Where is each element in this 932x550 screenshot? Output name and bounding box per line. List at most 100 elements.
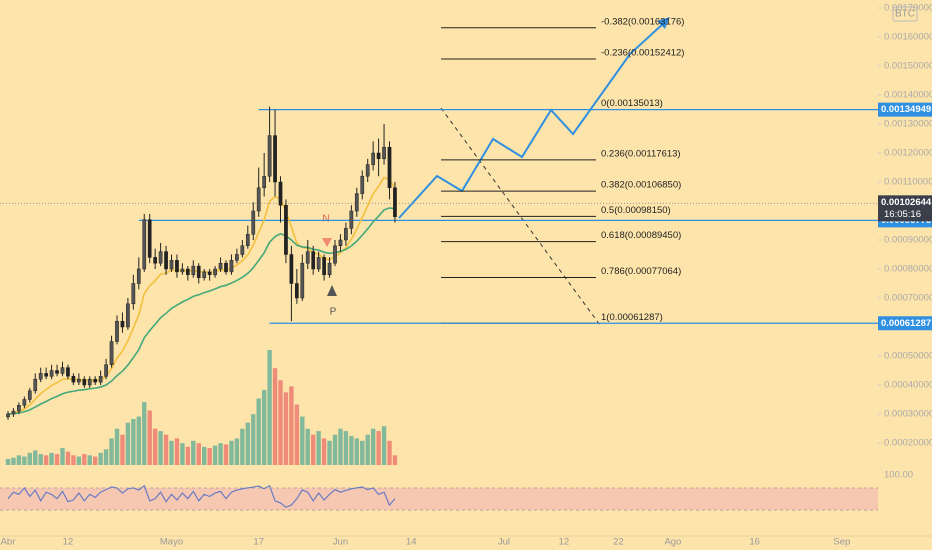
- unit-label: BTC: [895, 9, 915, 20]
- volume-bar: [327, 440, 332, 465]
- candle-body: [87, 378, 92, 386]
- candle-body: [295, 283, 299, 299]
- candle-body: [186, 268, 190, 276]
- volume-bar: [152, 428, 158, 465]
- volume-bar: [114, 428, 120, 465]
- signal-up: [327, 285, 337, 296]
- volume-bar: [103, 449, 109, 465]
- annotation: P: [330, 307, 337, 318]
- volume-bar: [283, 392, 289, 465]
- volume-bar: [185, 446, 191, 465]
- volume-bar: [5, 458, 11, 465]
- candle-body: [98, 376, 103, 383]
- rsi-tick-label: 100.00: [884, 470, 913, 481]
- volume-bar: [294, 404, 300, 465]
- x-tick-label: Ago: [664, 537, 681, 548]
- volume-bar: [174, 438, 180, 465]
- volume-bar: [191, 440, 196, 465]
- candle-body: [371, 152, 375, 165]
- volume-bar: [305, 428, 310, 465]
- candle-body: [207, 271, 212, 276]
- annotation: N: [322, 214, 329, 225]
- candle-body: [311, 251, 316, 270]
- fib-label: -0.236(0.00152412): [601, 48, 684, 59]
- candle-body: [71, 376, 76, 383]
- volume-bar: [196, 443, 201, 465]
- candle-body: [196, 265, 201, 278]
- candle-body: [175, 260, 179, 273]
- volume-bar: [158, 431, 163, 465]
- y-tick-label: 0.00110000: [884, 177, 932, 188]
- y-tick-label: 0.00020000: [884, 438, 932, 449]
- unit-box: [892, 6, 918, 22]
- candle-body: [136, 268, 141, 284]
- candle-body: [262, 175, 266, 189]
- candle-body: [120, 320, 125, 328]
- volume-bar: [131, 419, 136, 465]
- volume-bar: [311, 434, 316, 465]
- candle-body: [278, 181, 283, 206]
- candle-body: [338, 239, 343, 247]
- candle-body: [180, 268, 185, 273]
- candle-body: [240, 245, 245, 255]
- volume-bar: [22, 456, 27, 465]
- candle-body: [289, 254, 294, 284]
- volume-bar: [267, 350, 272, 465]
- candle-body: [6, 413, 10, 418]
- volume-bar: [60, 448, 65, 465]
- y-tick-label: 0.00140000: [884, 90, 932, 101]
- volume-bar: [180, 443, 185, 465]
- candle-body: [27, 390, 32, 400]
- candle-body: [104, 364, 108, 377]
- projection-arrow: [657, 17, 670, 29]
- price-tag-label: 0.00061287: [881, 318, 931, 329]
- y-tick-label: 0.00030000: [884, 409, 932, 420]
- y-tick-label: 0.00050000: [884, 351, 932, 362]
- volume-bar: [223, 444, 229, 465]
- volume-bar: [354, 438, 359, 465]
- candle-body: [235, 254, 239, 261]
- candle-body: [365, 164, 370, 177]
- volume-bar: [365, 434, 370, 465]
- volume-bar: [120, 434, 125, 465]
- candle-body: [93, 378, 98, 383]
- volume-bar: [65, 451, 71, 465]
- candle-body: [33, 378, 38, 392]
- volume-bar: [229, 440, 234, 465]
- fib-label: 0.236(0.00117613): [601, 148, 681, 159]
- candle-body: [300, 262, 305, 299]
- volume-bar: [261, 389, 267, 465]
- candle-body: [349, 210, 354, 229]
- candle-body: [229, 260, 234, 273]
- volume-bar: [16, 455, 22, 465]
- candle-body: [344, 228, 348, 241]
- y-tick-label: 0.00070000: [884, 293, 932, 304]
- volume-bar: [370, 428, 376, 465]
- volume-bar: [125, 422, 131, 465]
- x-tick-label: Abr: [1, 537, 16, 548]
- candle-body: [77, 378, 81, 383]
- y-tick-label: 0.00040000: [884, 380, 932, 391]
- candle-body: [142, 219, 147, 270]
- candle-body: [66, 367, 70, 377]
- ema-line: [7, 176, 396, 415]
- candle-body: [251, 210, 256, 235]
- candle-body: [60, 367, 65, 374]
- candle-body: [284, 204, 288, 255]
- volume-bar: [43, 455, 49, 465]
- x-tick-label: 16: [749, 537, 760, 548]
- candle-body: [376, 152, 381, 160]
- candle-body: [49, 370, 54, 377]
- y-tick-label: 0.00150000: [884, 61, 932, 72]
- volume-bar: [38, 454, 43, 465]
- volume-bar: [245, 422, 250, 465]
- volume-bar: [71, 455, 76, 465]
- candle-body: [305, 251, 310, 264]
- volume-bar: [392, 455, 398, 465]
- x-tick-label: 14: [406, 537, 417, 548]
- volume-bar: [289, 386, 294, 465]
- candle-body: [191, 265, 196, 276]
- volume-bar: [98, 452, 103, 465]
- candle-body: [333, 245, 337, 264]
- volume-bar: [147, 410, 152, 465]
